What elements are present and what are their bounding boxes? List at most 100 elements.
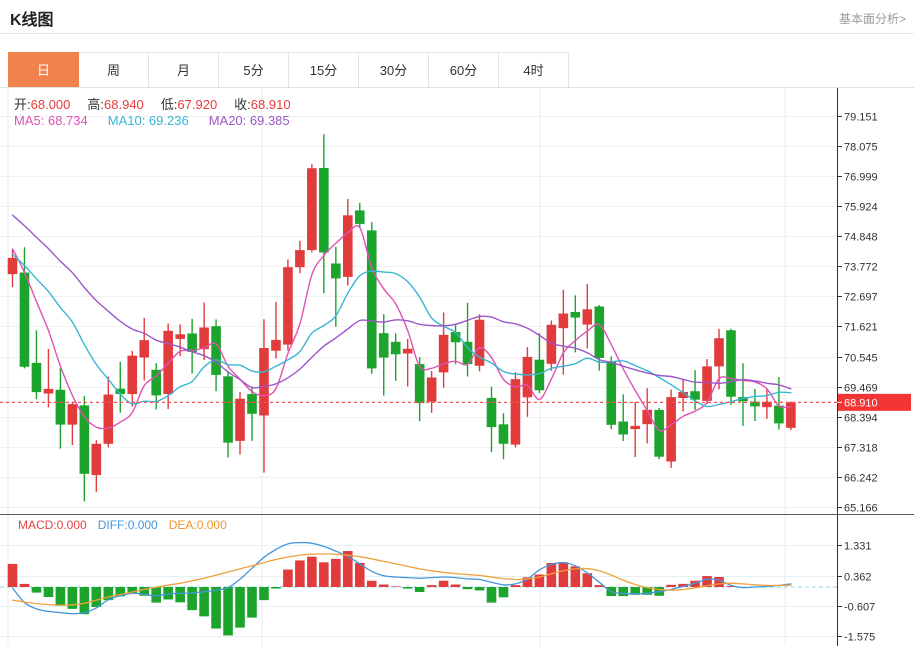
- macdbar-value: 0.000: [196, 518, 227, 532]
- y-axis-label: 78.075: [844, 142, 878, 154]
- macd-hist-bar: [295, 560, 305, 587]
- macd-axis-label: -0.607: [844, 602, 875, 614]
- macd-hist-bar: [31, 587, 42, 593]
- macd-hist-bar: [91, 587, 102, 607]
- candle-body: [79, 405, 90, 474]
- macd-hist-bar: [402, 587, 413, 589]
- macd-hist-bar: [462, 587, 473, 590]
- macd-hist-bar: [546, 562, 557, 587]
- macdbar-label: DIFF:: [97, 518, 128, 532]
- macd-hist-bar: [438, 580, 449, 587]
- macd-hist-bar: [127, 587, 138, 594]
- candle-body: [151, 369, 161, 396]
- candle-body: [510, 379, 521, 445]
- candle-body: [558, 313, 569, 329]
- dea-line: [11, 553, 792, 606]
- candle-body: [414, 364, 425, 404]
- macd-hist-bar: [307, 556, 317, 587]
- mabar-value: 69.236: [148, 113, 189, 128]
- infobar-label: 开:: [14, 97, 31, 112]
- macd-hist-bar: [103, 587, 114, 601]
- candle-body: [750, 401, 760, 407]
- candle-body: [211, 326, 221, 375]
- candle-body: [594, 306, 605, 358]
- fundamental-analysis-link[interactable]: 基本面分析>: [838, 12, 906, 26]
- macd-hist-bar: [558, 562, 569, 587]
- mabar-label: MA20:: [208, 113, 250, 128]
- tab-5分[interactable]: 5分: [219, 52, 289, 88]
- macd-hist-bar: [474, 587, 485, 591]
- candle-body: [103, 394, 114, 444]
- mabar-label: MA10:: [107, 113, 149, 128]
- candle-body: [522, 356, 533, 398]
- y-axis-label: 72.697: [844, 292, 878, 304]
- candle-body: [55, 389, 66, 425]
- candle-body: [295, 250, 305, 268]
- candle-body: [666, 397, 676, 462]
- candle-body: [498, 424, 509, 444]
- macd-hist-bar: [115, 587, 126, 597]
- macd-hist-bar: [714, 577, 724, 587]
- diff-line: [11, 541, 792, 615]
- macd-hist-bar: [522, 577, 533, 587]
- macd-hist-bar: [486, 587, 497, 603]
- candle-body: [726, 330, 736, 397]
- candle-body: [43, 388, 54, 394]
- macdbar-label: DEA:: [168, 518, 197, 532]
- candle-body: [175, 334, 185, 339]
- candle-body: [187, 333, 197, 352]
- macd-hist-bar: [67, 587, 78, 609]
- candle-body: [271, 339, 281, 351]
- macd-hist-bar: [450, 584, 461, 587]
- candle-body: [786, 402, 796, 428]
- tab-日[interactable]: 日: [8, 52, 79, 88]
- candle-body: [402, 348, 413, 354]
- y-axis-label: 66.242: [844, 473, 878, 485]
- macdbar-value: 0.000: [127, 518, 158, 532]
- macd-hist-bar: [319, 562, 329, 587]
- candle-body: [366, 230, 377, 369]
- macd-hist-bar: [582, 573, 593, 587]
- macd-hist-bar: [630, 587, 640, 595]
- candle-body: [115, 388, 126, 395]
- y-axis-label: 67.318: [844, 443, 878, 455]
- macd-hist-bar: [247, 587, 257, 618]
- candle-body: [91, 443, 102, 476]
- candle-body: [606, 361, 617, 425]
- candle-body: [570, 311, 581, 318]
- candle-body: [678, 391, 688, 399]
- candle-body: [630, 425, 640, 430]
- macd-hist-bar: [498, 587, 509, 598]
- macd-hist-bar: [618, 587, 629, 597]
- macd-hist-bar: [570, 566, 581, 587]
- macd-hist-bar: [510, 585, 521, 587]
- candle-body: [7, 257, 18, 275]
- last-price-tag: [838, 393, 911, 411]
- macd-hist-bar: [271, 587, 281, 589]
- candle-body: [582, 309, 593, 325]
- y-axis-label: 75.924: [844, 202, 878, 214]
- infobar-label: 收:: [234, 97, 251, 112]
- candle-body: [343, 215, 353, 277]
- tabbar-divider: [0, 87, 914, 88]
- candle-body: [390, 341, 401, 355]
- candle-body: [223, 376, 233, 443]
- y-axis-label: 73.772: [844, 262, 878, 274]
- macd-hist-bar: [199, 587, 209, 617]
- tab-60分[interactable]: 60分: [429, 52, 499, 88]
- macd-axis-label: -1.575: [844, 632, 875, 644]
- candle-body: [247, 394, 257, 414]
- candle-body: [67, 404, 78, 425]
- ma-line-ma20: [11, 214, 792, 390]
- macd-hist-bar: [390, 586, 401, 587]
- candle-body: [426, 377, 437, 402]
- tab-月[interactable]: 月: [149, 52, 219, 88]
- candle-body: [283, 267, 293, 345]
- candle-body: [31, 362, 42, 393]
- macd-hist-bar: [414, 587, 425, 592]
- infobar-label: 低:: [160, 97, 178, 112]
- tab-30分[interactable]: 30分: [359, 52, 429, 88]
- macd-hist-bar: [343, 551, 353, 587]
- macd-axis-label: 0.362: [844, 572, 872, 584]
